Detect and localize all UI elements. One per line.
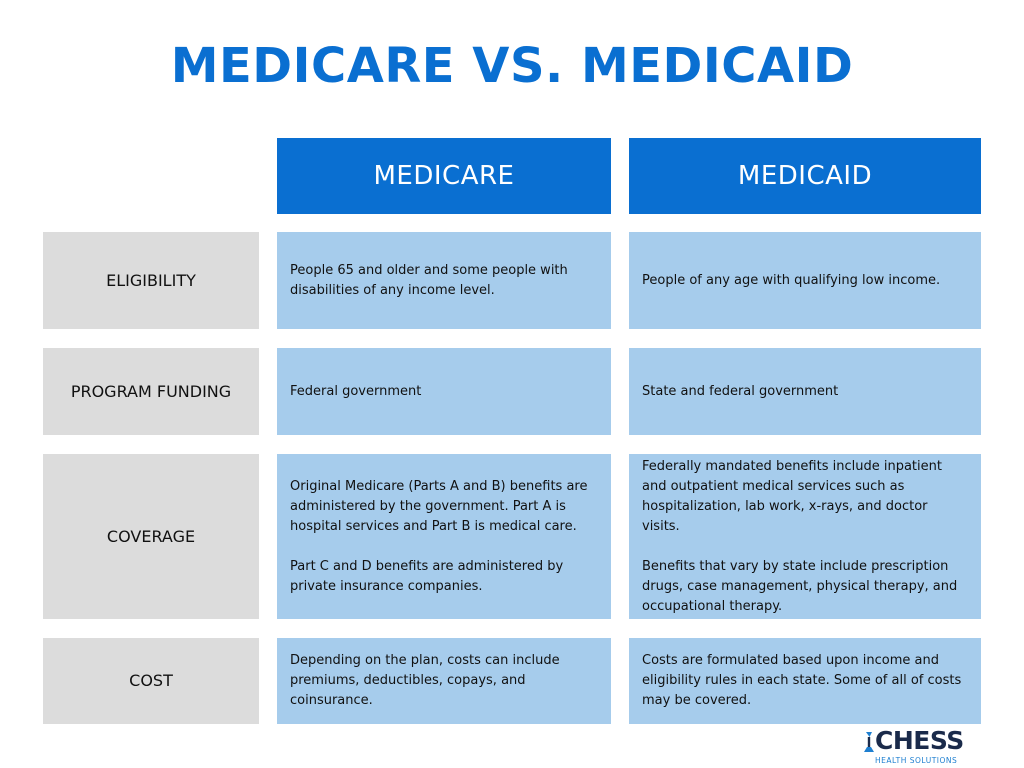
medicare-funding-text: Federal government [290, 383, 422, 399]
logo-wordmark: CHESS [875, 726, 964, 755]
medicare-eligibility-cell: People 65 and older and some people with… [277, 232, 611, 329]
medicaid-coverage-text: Federally mandated benefits include inpa… [642, 458, 958, 614]
medicare-eligibility-text: People 65 and older and some people with… [290, 262, 568, 298]
medicaid-cost-cell: Costs are formulated based upon income a… [629, 638, 981, 724]
medicare-cost-cell: Depending on the plan, costs can include… [277, 638, 611, 724]
logo-tagline: HEALTH SOLUTIONS [875, 756, 958, 765]
column-header-medicaid: MEDICAID [629, 138, 981, 214]
medicare-cost-text: Depending on the plan, costs can include… [290, 653, 560, 708]
medicaid-eligibility-cell: People of any age with qualifying low in… [629, 232, 981, 329]
chess-logo-mark-icon [864, 732, 874, 752]
row-label-coverage: COVERAGE [43, 454, 259, 619]
medicare-coverage-text: Original Medicare (Parts A and B) benefi… [290, 478, 588, 594]
row-label-program-funding: PROGRAM FUNDING [43, 348, 259, 435]
medicaid-funding-cell: State and federal government [629, 348, 981, 435]
chess-logo: CHESS HEALTH SOLUTIONS [863, 726, 981, 768]
medicaid-coverage-cell: Federally mandated benefits include inpa… [629, 454, 981, 619]
page-title: MEDICARE VS. MEDICAID [170, 38, 854, 94]
medicaid-eligibility-text: People of any age with qualifying low in… [642, 272, 941, 288]
medicare-funding-cell: Federal government [277, 348, 611, 435]
medicaid-cost-text: Costs are formulated based upon income a… [642, 653, 962, 708]
column-header-medicare: MEDICARE [277, 138, 611, 214]
medicaid-funding-text: State and federal government [642, 383, 839, 399]
row-label-eligibility: ELIGIBILITY [43, 232, 259, 329]
row-label-cost: COST [43, 638, 259, 724]
medicare-coverage-cell: Original Medicare (Parts A and B) benefi… [277, 454, 611, 619]
